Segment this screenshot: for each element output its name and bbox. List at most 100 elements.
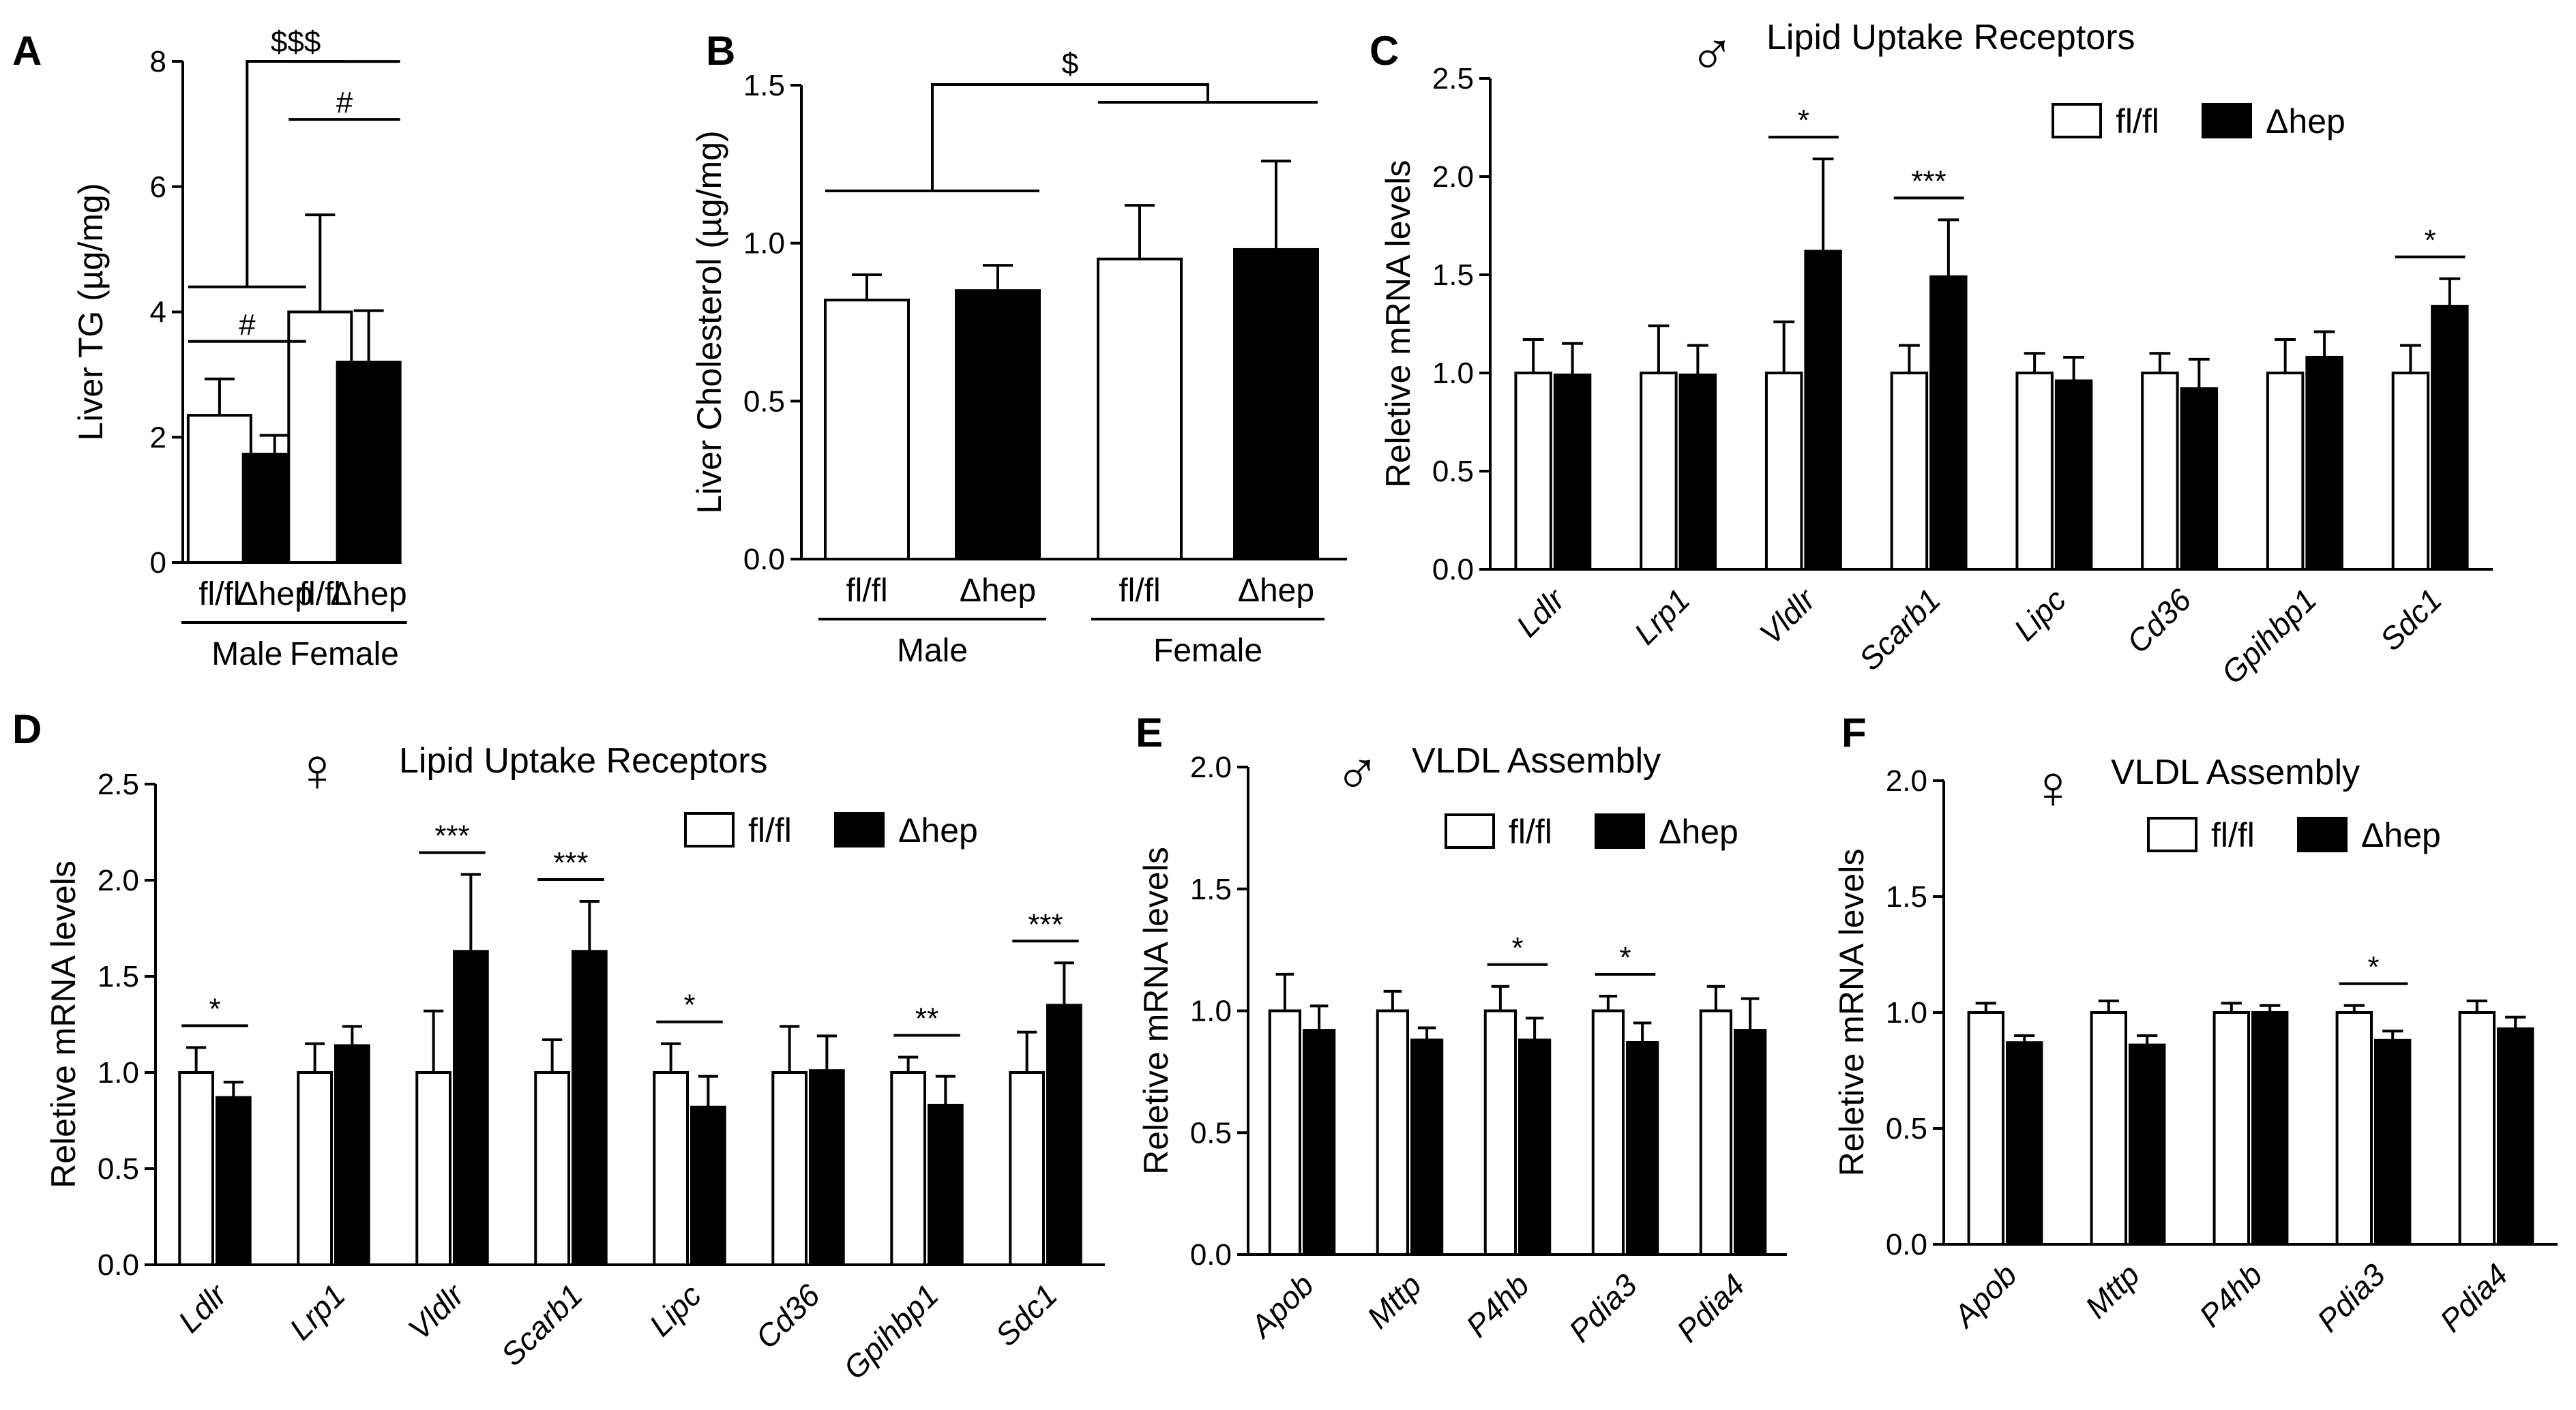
bar-dhep [2180,387,2219,571]
legend-swatch-dhep [2297,817,2348,852]
gene-label: Pdia4 [1670,1267,1751,1349]
bar-flfl [2391,372,2430,571]
legend-swatch-dhep [834,812,885,847]
bar-flfl [178,1071,214,1266]
gene-label: Gpihbp1 [2215,582,2324,691]
gene-label: Lipc [642,1277,708,1342]
gene-label: Lrp1 [1627,582,1697,651]
bar-dhep [1303,1029,1336,1256]
bar [186,414,252,564]
panel-letter: E [1136,710,1163,755]
y-tick-label: 0.0 [743,543,785,576]
gene-label: Lipc [2007,582,2073,647]
significance-label: * [2367,950,2379,984]
y-tick-label: 1.5 [743,69,785,102]
bar-dhep [2305,355,2343,571]
bar-dhep [216,1096,252,1267]
group-label: Female [1153,633,1262,669]
bar-dhep [334,1044,370,1267]
significance-label: * [1619,941,1631,974]
panel-f: F 0.0 0.5 1.0 1.5 2.0 Reletive mRNA levels ♀ VLD… [1833,710,2558,1338]
bar-dhep [1678,373,1717,571]
bar-dhep [453,950,489,1266]
y-tick-label: 1.0 [1886,996,1927,1030]
bar [336,361,402,564]
bar-flfl [2141,372,2179,571]
gene-label: Mttp [2078,1257,2146,1325]
bar-dhep [1410,1038,1444,1257]
group-label: Female [290,636,399,672]
gene-label: Cd36 [749,1277,827,1355]
y-tick-label: 1.5 [1886,880,1927,914]
legend-label: Δhep [2361,816,2441,854]
bar-dhep [2006,1041,2043,1246]
gene-label: Scarb1 [494,1277,589,1372]
gene-label: Scarb1 [1852,582,1947,677]
category-label: fl/fl [198,576,240,612]
y-tick-label: 8 [150,45,166,78]
bar-flfl [1699,1009,1733,1256]
legend-label: fl/fl [748,811,792,850]
panel-letter: B [706,28,735,74]
significance-label: ** [915,1002,938,1035]
y-tick-label: 2.5 [98,768,139,801]
y-tick-label: 2.0 [1432,160,1474,194]
significance-label: * [2425,224,2436,257]
significance-label: # [336,86,353,119]
y-tick-label: 1.5 [1432,258,1474,292]
bar-flfl [890,1071,927,1266]
gene-label: Sdc1 [2373,582,2448,657]
significance-label: # [239,308,256,342]
sex-comparison-bracket [246,60,346,287]
y-tick-label: 0.0 [1190,1238,1232,1272]
female-symbol-icon: ♀ [2030,753,2076,822]
bar-flfl [653,1071,690,1266]
legend-label: Δhep [898,811,978,850]
gene-label: Ldlr [1509,581,1572,644]
bar-dhep [1804,250,1842,571]
gene-label: Sdc1 [988,1277,1064,1353]
bar-dhep [2497,1027,2534,1246]
significance-label: * [209,992,220,1025]
y-tick-label: 1.0 [1190,995,1232,1028]
bar-flfl [1640,372,1678,571]
bar-flfl [297,1071,333,1266]
panel-title: Lipid Uptake Receptors [1766,18,2135,57]
category-label: fl/fl [846,573,887,609]
bar-dhep [809,1069,845,1267]
y-tick-label: 0.5 [98,1152,139,1186]
y-axis-title: Reletive mRNA levels [1833,849,1871,1177]
legend-swatch-dhep [2202,103,2252,138]
category-label: Δhep [331,576,407,612]
bar-flfl [1376,1009,1410,1256]
y-tick-label: 0.5 [1886,1112,1927,1145]
y-tick-label: 1.5 [1190,873,1232,906]
gene-label: Mttp [1360,1267,1428,1335]
gene-label: Vldlr [1753,581,1823,651]
bar-flfl [1483,1009,1518,1256]
category-label: fl/fl [1119,573,1160,609]
bar-flfl [2212,1011,2251,1246]
bar-dhep [2431,305,2469,571]
significance-label: * [1798,104,1809,137]
gene-label: Apob [1242,1267,1320,1345]
bar [1233,247,1319,560]
category-label: Δhep [237,576,313,612]
panel-letter: C [1370,28,1399,74]
y-tick-label: 2 [150,421,166,454]
y-tick-label: 4 [150,296,166,329]
y-axis-title: Reletive mRNA levels [1379,160,1417,488]
group-label: Male [211,636,282,672]
y-axis-title: Reletive mRNA levels [44,860,83,1188]
bar [1097,257,1183,560]
bar-flfl [415,1071,452,1266]
significance-label: *** [1028,907,1063,941]
panel-letter: F [1841,710,1867,755]
female-symbol-icon: ♀ [294,736,340,805]
category-label: Δhep [1238,573,1314,609]
gene-label: P4hb [1459,1267,1536,1344]
gene-label: Pdia3 [2310,1257,2392,1338]
legend-label: Δhep [2266,102,2345,140]
